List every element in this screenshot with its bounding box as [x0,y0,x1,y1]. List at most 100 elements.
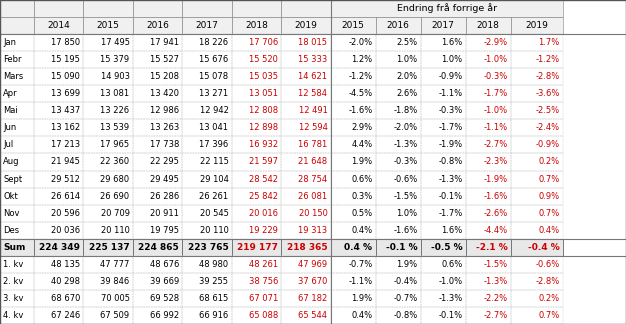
Text: 17 213: 17 213 [51,140,80,149]
Bar [466,136,511,154]
Text: 2015: 2015 [342,21,364,30]
Bar [232,17,281,34]
Text: -0.3%: -0.3% [483,72,508,81]
Bar [232,34,281,51]
Bar [133,17,182,34]
Bar [421,170,466,188]
Bar [34,222,83,239]
Text: -1.5%: -1.5% [393,191,418,201]
Text: 48 676: 48 676 [150,260,179,269]
Text: 40 298: 40 298 [51,277,80,286]
Text: 1. kv: 1. kv [3,260,24,269]
Text: 67 182: 67 182 [298,294,327,303]
Bar [83,68,133,85]
Text: -0.9%: -0.9% [438,72,463,81]
Text: -1.0%: -1.0% [483,106,508,115]
Text: 0.7%: 0.7% [538,209,560,218]
Bar [182,0,232,17]
Bar [511,102,563,119]
Text: 2.9%: 2.9% [351,123,372,133]
Bar [133,102,182,119]
Text: Des: Des [3,226,19,235]
Text: 12 808: 12 808 [249,106,278,115]
Bar [34,290,83,307]
Bar [232,136,281,154]
Text: -2.7%: -2.7% [483,311,508,320]
Text: Mars: Mars [3,72,23,81]
Bar [511,85,563,102]
Text: 2018: 2018 [477,21,500,30]
Bar [133,154,182,170]
Bar [376,273,421,290]
Text: -2.8%: -2.8% [535,72,560,81]
Bar [182,239,232,256]
Text: -2.8%: -2.8% [535,277,560,286]
Text: 20 016: 20 016 [249,209,278,218]
Text: 20 110: 20 110 [101,226,130,235]
Bar [376,17,421,34]
Text: 25 842: 25 842 [249,191,278,201]
Bar [133,239,182,256]
Bar [331,239,376,256]
Text: 19 795: 19 795 [150,226,179,235]
Bar [376,290,421,307]
Bar [466,17,511,34]
Bar [421,222,466,239]
Bar [182,17,232,34]
Text: 29 680: 29 680 [100,175,130,184]
Bar [83,17,133,34]
Bar [0,68,34,85]
Bar [232,119,281,136]
Text: Jan: Jan [3,38,16,47]
Text: 2019: 2019 [525,21,548,30]
Text: Mai: Mai [3,106,18,115]
Bar [133,273,182,290]
Text: -1.2%: -1.2% [535,55,560,64]
Bar [466,239,511,256]
Bar [281,0,331,17]
Bar [133,34,182,51]
Text: -1.9%: -1.9% [483,175,508,184]
Bar [182,68,232,85]
Text: 28 754: 28 754 [298,175,327,184]
Bar [133,188,182,205]
Bar [83,273,133,290]
Text: 26 081: 26 081 [298,191,327,201]
Bar [34,205,83,222]
Bar [0,136,34,154]
Text: 20 911: 20 911 [150,209,179,218]
Bar [511,136,563,154]
Text: 13 081: 13 081 [100,89,130,98]
Bar [466,17,511,34]
Bar [466,154,511,170]
Text: 0.4%: 0.4% [351,226,372,235]
Text: 14 903: 14 903 [101,72,130,81]
Text: 17 850: 17 850 [51,38,80,47]
Text: 29 495: 29 495 [150,175,179,184]
Text: 19 229: 19 229 [249,226,278,235]
Bar [34,119,83,136]
Bar [0,17,34,34]
Text: -1.6%: -1.6% [393,226,418,235]
Bar [83,205,133,222]
Text: 225 137: 225 137 [89,243,130,252]
Text: 66 916: 66 916 [199,311,228,320]
Bar [281,17,331,34]
Text: -1.6%: -1.6% [348,106,372,115]
Bar [0,222,34,239]
Bar [34,307,83,324]
Bar [0,119,34,136]
Bar [0,0,34,17]
Bar [511,51,563,68]
Text: 15 035: 15 035 [249,72,278,81]
Text: -1.3%: -1.3% [483,277,508,286]
Text: 47 969: 47 969 [298,260,327,269]
Text: 48 980: 48 980 [199,260,228,269]
Bar [331,136,376,154]
Text: 16 781: 16 781 [298,140,327,149]
Text: 48 261: 48 261 [249,260,278,269]
Text: 1.0%: 1.0% [441,55,463,64]
Bar [182,51,232,68]
Bar [83,85,133,102]
Text: -1.2%: -1.2% [348,72,372,81]
